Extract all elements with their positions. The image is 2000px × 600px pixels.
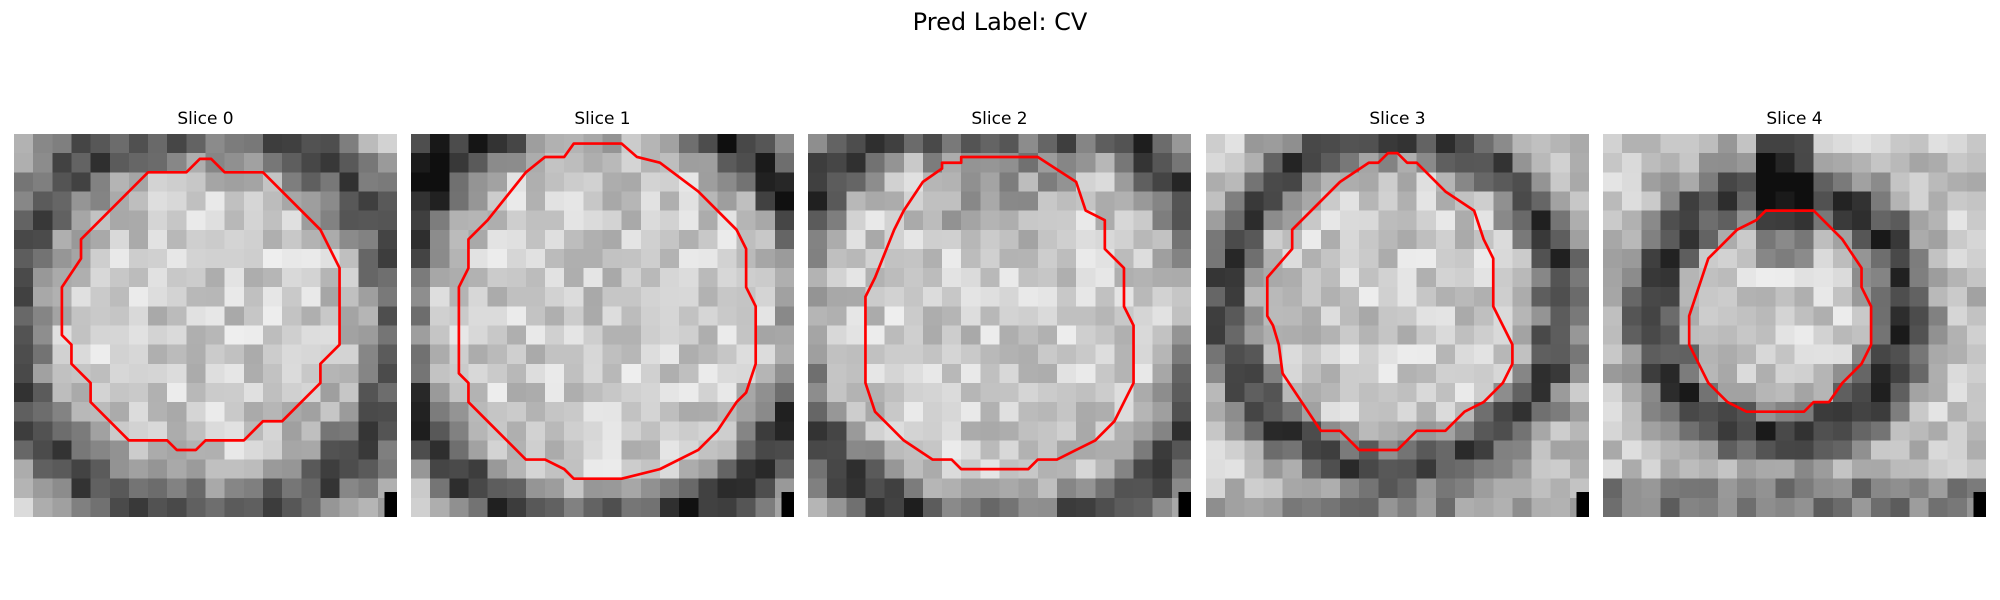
slice-image-0 — [14, 134, 397, 517]
slice-pixels — [1603, 134, 1986, 517]
segmentation-contour — [1687, 209, 1873, 414]
slice-title-2: Slice 2 — [971, 109, 1028, 129]
slice-image-3 — [1206, 134, 1589, 517]
corner-marker — [781, 492, 794, 517]
slice-panel-1: Slice 1 — [411, 106, 794, 520]
slice-pixels — [808, 134, 1191, 517]
corner-marker — [384, 492, 397, 517]
slice-panel-2: Slice 2 — [808, 106, 1191, 520]
segmentation-contour — [457, 142, 758, 481]
slice-title-3: Slice 3 — [1369, 109, 1426, 129]
slice-panel-3: Slice 3 — [1206, 106, 1589, 520]
corner-marker — [1178, 492, 1191, 517]
slice-panel-4: Slice 4 — [1603, 106, 1986, 520]
figure-title: Pred Label: CV — [912, 8, 1088, 36]
corner-marker — [1576, 492, 1589, 517]
slice-title-1: Slice 1 — [574, 109, 631, 129]
corner-marker — [1973, 492, 1986, 517]
slice-pixels — [1206, 134, 1589, 517]
slice-pixels — [411, 134, 794, 517]
slice-title-4: Slice 4 — [1766, 109, 1823, 129]
slice-image-4 — [1603, 134, 1986, 517]
segmentation-contour — [1265, 151, 1514, 452]
slice-pixels — [14, 134, 397, 517]
slice-panel-0: Slice 0 — [14, 106, 397, 520]
segmentation-contour — [864, 155, 1135, 471]
segmentation-contour — [60, 157, 341, 452]
slice-title-0: Slice 0 — [177, 109, 234, 129]
slice-image-1 — [411, 134, 794, 517]
slice-image-2 — [808, 134, 1191, 517]
